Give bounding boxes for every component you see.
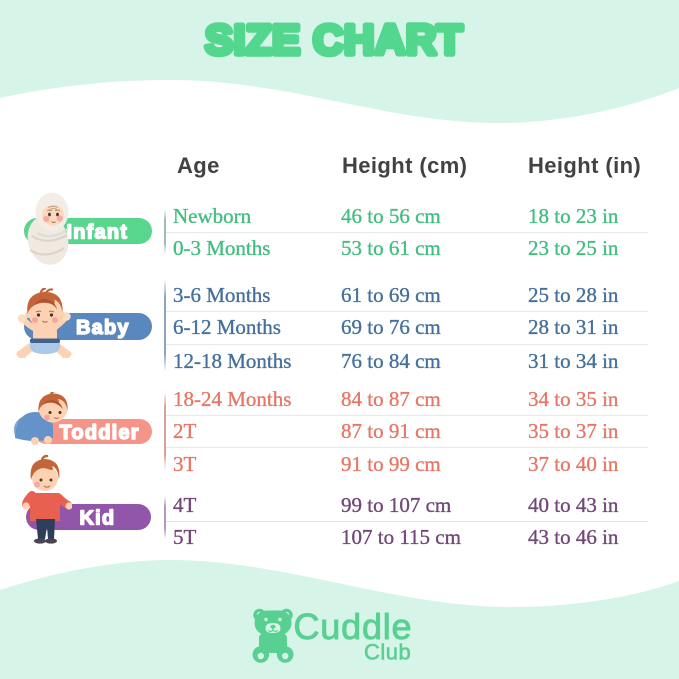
svg-text:Baby: Baby: [76, 317, 130, 339]
svg-text:Club: Club: [364, 640, 411, 665]
svg-text:Toddler: Toddler: [60, 422, 140, 444]
svg-text:Infant: Infant: [67, 222, 129, 244]
svg-text:Kid: Kid: [80, 508, 116, 530]
svg-text:Cuddle: Cuddle: [294, 606, 413, 647]
svg-text:SIZE CHART: SIZE CHART: [205, 16, 463, 63]
